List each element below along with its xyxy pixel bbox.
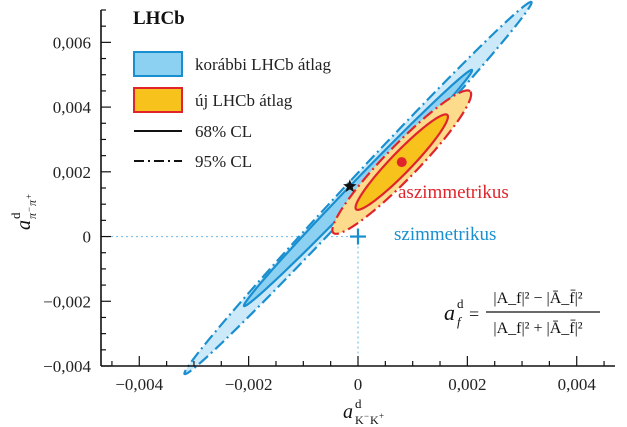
axes: −0,004 −0,002 0 0,002 0,004 0,006 −0,004 −0,002… [43,9,615,394]
y-tick-label: −0,004 [43,357,91,376]
experiment-label: LHCb [133,8,185,29]
y-tick-label: 0,002 [53,163,91,182]
legend-label-old: korábbi LHCb átlag [195,55,331,74]
svg-text:d: d [457,296,464,311]
x-tick-label: 0 [354,375,363,394]
origin-plus-marker [350,228,366,245]
legend-label-95: 95% CL [195,152,252,171]
svg-text:π: π [25,212,39,219]
legend-swatch-new [133,87,183,113]
formula-numerator: |A_f|² − |Ā_f̄|² [493,289,582,307]
svg-text:=: = [469,304,479,324]
y-axis-label: a d π − π + [8,194,39,230]
legend: korábbi LHCb átlag új LHCb átlag 68% CL … [133,51,331,171]
legend-label-new: új LHCb átlag [195,91,293,110]
svg-text:+: + [379,411,384,421]
x-tick-label: −0,002 [225,375,273,394]
svg-text:−: − [364,411,369,421]
y-tick-label: 0,004 [53,98,92,117]
svg-text:d: d [8,212,23,219]
star-marker [343,179,357,192]
center-dot-marker [396,157,407,168]
annotation-aszimmetrikus: aszimmetrikus [398,182,509,203]
legend-swatch-old [133,51,183,77]
formula-denominator: |A_f|² + |Ā_f̄|² [493,319,582,337]
svg-text:K: K [355,413,364,427]
svg-text:+: + [24,194,34,199]
y-tick-label: 0,006 [53,33,91,52]
y-tick-label: −0,002 [43,292,91,311]
plot-area [101,235,359,366]
x-tick-label: 0,004 [558,375,597,394]
asymmetry-formula: a d f = |A_f|² − |Ā_f̄|² |A_f|² + |Ā_f̄|… [444,289,600,337]
svg-text:a: a [444,300,455,325]
svg-text:K: K [370,413,379,427]
svg-text:a: a [13,220,35,230]
svg-text:a: a [343,401,353,423]
x-tick-label: 0,002 [448,375,486,394]
annotation-szimmetrikus: szimmetrikus [394,224,496,245]
x-axis-label: a d K − K + [343,396,384,427]
svg-text:d: d [355,396,362,411]
legend-label-68: 68% CL [195,122,252,141]
markers [343,157,407,245]
svg-text:π: π [25,199,39,206]
svg-text:f: f [457,314,463,329]
svg-text:−: − [24,207,34,212]
y-tick-label: 0 [83,228,92,247]
x-tick-label: −0,004 [115,375,163,394]
